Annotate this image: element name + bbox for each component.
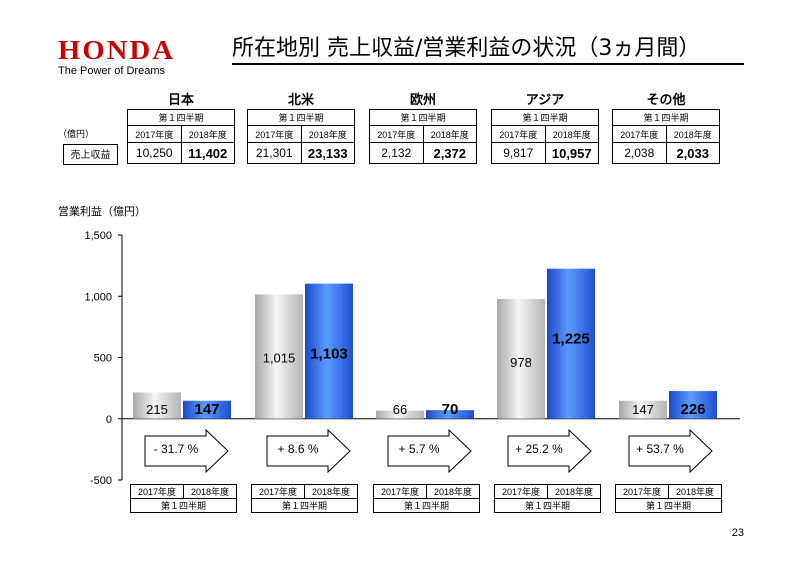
region-table: 欧州 第１四半期 2017年度 2018年度 2,132 2,372: [369, 93, 477, 164]
year-curr-label: 2018年度: [547, 484, 601, 499]
quarter-label: 第１四半期: [615, 498, 722, 513]
quarter-label: 第１四半期: [251, 498, 358, 513]
region-table: 日本 第１四半期 2017年度 2018年度 10,250 11,402: [127, 93, 235, 164]
arrow-right-icon: [144, 429, 229, 473]
arrow-right-icon: [507, 429, 592, 473]
data-label-2017: 147: [632, 402, 654, 417]
bottom-year-table: 2017年度 2018年度 第１四半期: [494, 484, 601, 513]
page-title: 所在地別 売上収益/営業利益の状況（3ヵ月間）: [232, 36, 701, 61]
region-revenue-table: 第１四半期 2017年度 2018年度 2,038 2,033: [612, 109, 720, 164]
change-arrow: + 8.6 %: [266, 429, 352, 473]
region-table: その他 第１四半期 2017年度 2018年度 2,038 2,033: [612, 93, 720, 164]
page-number: 23: [731, 527, 744, 539]
data-label-2018: 147: [194, 401, 219, 418]
arrow-right-icon: [387, 429, 472, 473]
year-prev-label: 2017年度: [373, 484, 427, 499]
bottom-year-table: 2017年度 2018年度 第１四半期: [130, 484, 237, 513]
bar-2017: [619, 400, 667, 419]
revenue-prev: 21,301: [247, 142, 302, 164]
region-table: アジア 第１四半期 2017年度 2018年度 9,817 10,957: [491, 93, 599, 164]
region-name: アジア: [525, 93, 565, 108]
bar-2017: [376, 410, 424, 419]
quarter-label: 第１四半期: [373, 498, 480, 513]
arrow-right-icon: [628, 429, 713, 473]
revenue-prev: 9,817: [491, 142, 546, 164]
change-percent: + 53.7 %: [636, 442, 684, 456]
change-arrow: + 5.7 %: [387, 429, 473, 473]
data-label-2018: 70: [442, 401, 459, 418]
title-underline: [232, 63, 744, 65]
region-revenue-table: 第１四半期 2017年度 2018年度 9,817 10,957: [491, 109, 599, 164]
revenue-row-label: 売上収益: [63, 144, 118, 165]
data-label-2018: 226: [680, 401, 705, 418]
year-prev-label: 2017年度: [494, 484, 548, 499]
bar-2018: [669, 391, 717, 419]
y-tick-label: 1,000: [84, 291, 112, 303]
bar-2018: [547, 268, 595, 419]
revenue-curr: 2,372: [422, 142, 477, 164]
data-label-2017: 66: [393, 402, 407, 417]
change-percent: + 25.2 %: [515, 442, 563, 456]
year-curr-label: 2018年度: [668, 484, 722, 499]
region-name: 北米: [287, 93, 314, 108]
y-tick-label: 0: [106, 414, 112, 426]
change-percent: - 31.7 %: [153, 442, 199, 456]
revenue-prev: 2,038: [612, 142, 667, 164]
change-arrow: - 31.7 %: [144, 429, 230, 473]
revenue-curr: 23,133: [300, 142, 355, 164]
bar-2018: [305, 283, 353, 419]
unit-label: （億円）: [58, 130, 95, 140]
region-name: その他: [646, 93, 686, 108]
honda-logo: HONDA The Power of Dreams: [58, 36, 218, 77]
y-tick-label: 1,500: [84, 230, 112, 242]
bar-2017: [133, 392, 181, 419]
bottom-year-table: 2017年度 2018年度 第１四半期: [373, 484, 480, 513]
data-label-2017: 215: [146, 402, 168, 417]
year-curr-label: 2018年度: [426, 484, 480, 499]
data-label-2018: 1,103: [310, 346, 348, 363]
year-prev-label: 2017年度: [615, 484, 669, 499]
bar-2018: [183, 400, 231, 419]
data-label-2017: 1,015: [263, 350, 296, 365]
region-revenue-table: 第１四半期 2017年度 2018年度 21,301 23,133: [247, 109, 355, 164]
y-axis-label: 営業利益（億円）: [58, 205, 146, 218]
arrow-right-icon: [266, 429, 351, 473]
bar-2017: [497, 298, 545, 419]
change-percent: + 8.6 %: [277, 442, 319, 456]
logo-wordmark: HONDA: [58, 35, 176, 65]
data-label-2017: 978: [510, 355, 532, 370]
year-prev-label: 2017年度: [130, 484, 184, 499]
year-curr-label: 2018年度: [183, 484, 237, 499]
revenue-curr: 11,402: [180, 142, 235, 164]
y-tick-label: 500: [94, 353, 112, 365]
revenue-curr: 10,957: [544, 142, 599, 164]
y-tick-label: -500: [90, 475, 112, 487]
region-revenue-table: 第１四半期 2017年度 2018年度 2,132 2,372: [369, 109, 477, 164]
revenue-prev: 10,250: [127, 142, 182, 164]
bar-2018: [426, 410, 474, 419]
bottom-year-table: 2017年度 2018年度 第１四半期: [251, 484, 358, 513]
region-table: 北米 第１四半期 2017年度 2018年度 21,301 23,133: [247, 93, 355, 164]
data-label-2018: 1,225: [552, 331, 590, 348]
bar-2017: [255, 294, 303, 419]
revenue-curr: 2,033: [665, 142, 720, 164]
logo-tagline: The Power of Dreams: [58, 65, 165, 77]
quarter-label: 第１四半期: [130, 498, 237, 513]
quarter-label: 第１四半期: [494, 498, 601, 513]
change-percent: + 5.7 %: [398, 442, 440, 456]
region-revenue-table: 第１四半期 2017年度 2018年度 10,250 11,402: [127, 109, 235, 164]
change-arrow: + 25.2 %: [507, 429, 593, 473]
year-curr-label: 2018年度: [304, 484, 358, 499]
change-arrow: + 53.7 %: [628, 429, 714, 473]
region-name: 日本: [167, 93, 194, 108]
region-name: 欧州: [409, 93, 436, 108]
year-prev-label: 2017年度: [251, 484, 305, 499]
bottom-year-table: 2017年度 2018年度 第１四半期: [615, 484, 722, 513]
